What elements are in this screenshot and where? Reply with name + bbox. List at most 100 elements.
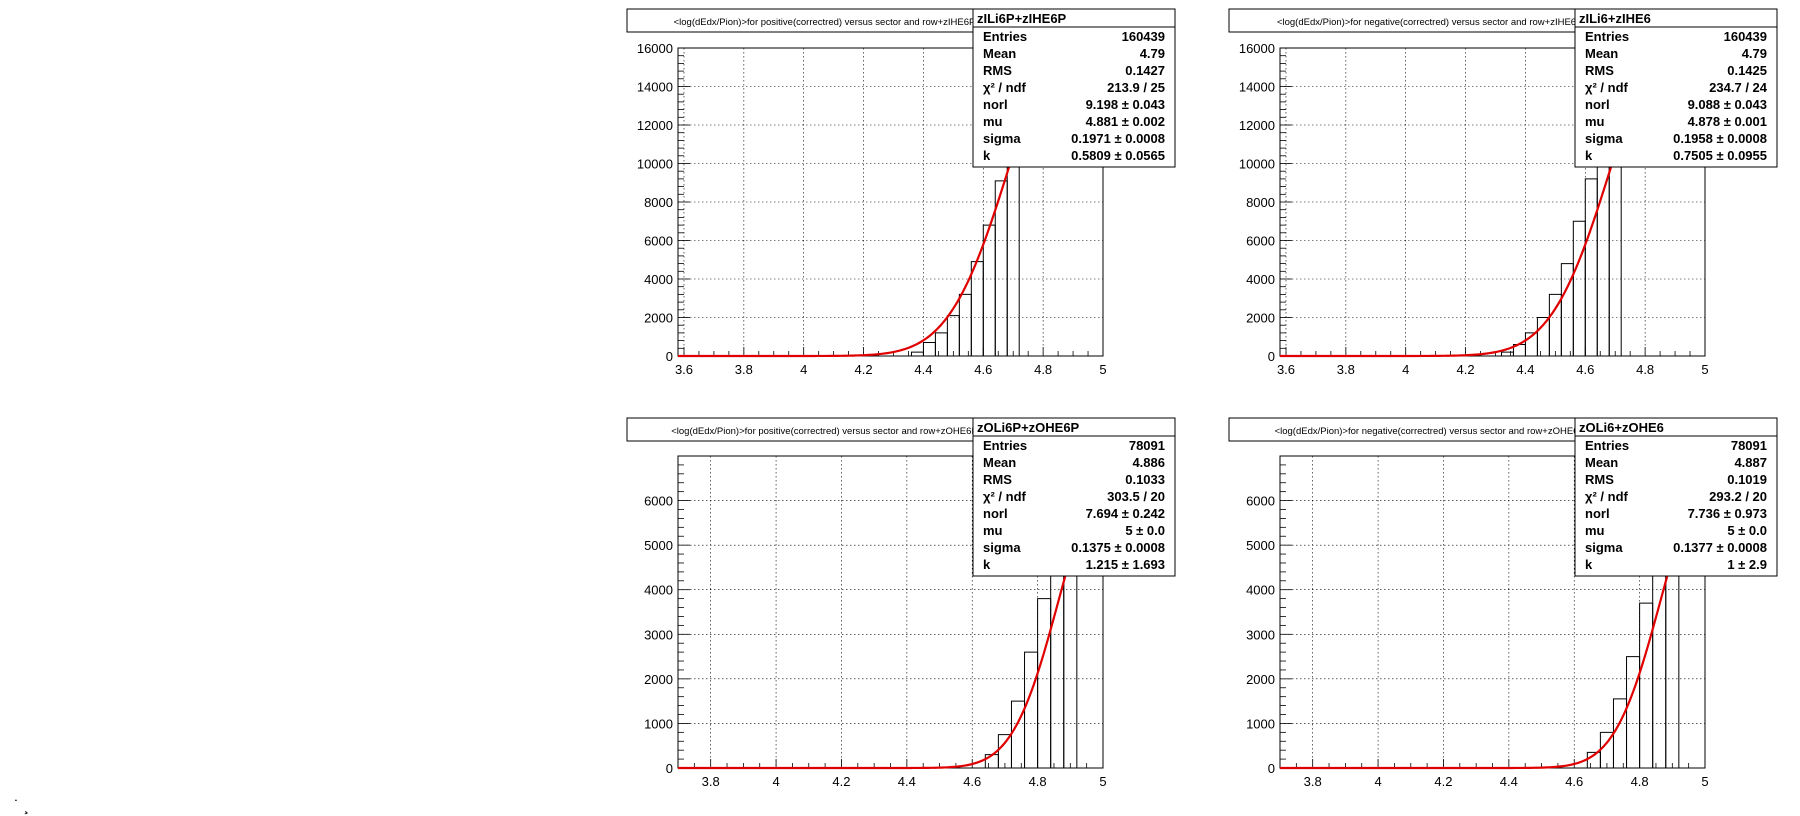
y-tick-label: 3000 [1246, 627, 1275, 642]
y-tick-label: 1000 [644, 716, 673, 731]
y-tick-label: 2000 [1246, 311, 1275, 326]
histogram-panel-3: 3.8 4 4.2 4.4 4.6 4.8 5 0 1000 2000 3000 4000 5000 60… [626, 417, 1176, 789]
y-tick-label: 0 [1268, 761, 1275, 776]
stats-value: 213.9 / 25 [1107, 80, 1165, 95]
x-tick-label: 5 [1099, 362, 1106, 377]
stats-value: 160439 [1122, 29, 1165, 44]
y-tick-label: 2000 [644, 311, 673, 326]
stats-value: 160439 [1724, 29, 1767, 44]
y-tick-label: 6000 [1246, 234, 1275, 249]
stats-box [972, 8, 1176, 168]
x-tick-label: 4.8 [1636, 362, 1654, 377]
histogram-bin [958, 293, 972, 356]
y-tick-label: 0 [666, 761, 673, 776]
stats-box [1574, 417, 1778, 577]
stats-value: 0.1958 ± 0.0008 [1673, 131, 1767, 146]
x-tick-label: 4.6 [1565, 774, 1583, 789]
x-tick-label: 4.8 [1631, 774, 1649, 789]
stray-mark: ˙ ¸ [14, 798, 30, 815]
stats-label: Entries [983, 438, 1027, 453]
stats-label: χ² / ndf [1585, 489, 1629, 504]
stats-value: 0.1019 [1727, 472, 1767, 487]
chart-title: <log(dEdx/Pion)>for positive(correctred)… [674, 17, 976, 28]
stats-value: 234.7 / 24 [1709, 80, 1768, 95]
x-tick-label: 3.8 [735, 362, 753, 377]
stats-label: k [1585, 148, 1593, 163]
stats-value: 4.79 [1742, 46, 1767, 61]
histogram-bin [934, 332, 948, 356]
stats-value: 4.886 [1132, 455, 1165, 470]
stats-value: 0.1377 ± 0.0008 [1673, 540, 1767, 555]
fit-curve [678, 134, 1021, 358]
x-tick-label: 4 [800, 362, 807, 377]
histogram-bin [1006, 153, 1020, 356]
x-tick-label: 4.8 [1029, 774, 1047, 789]
stats-value: 5 ± 0.0 [1727, 523, 1767, 538]
histogram-bin [910, 351, 924, 356]
x-tick-label: 4.4 [1516, 362, 1534, 377]
y-tick-label: 16000 [1239, 41, 1275, 56]
histogram-bin [1612, 698, 1628, 768]
stats-label: χ² / ndf [1585, 80, 1629, 95]
histogram-bin [1584, 178, 1598, 356]
y-tick-label: 5000 [1246, 538, 1275, 553]
histogram-bin [982, 224, 996, 356]
x-tick-label: 3.8 [1337, 362, 1355, 377]
y-tick-label: 4000 [1246, 272, 1275, 287]
chart-title: <log(dEdx/Pion)>for positive(correctred)… [671, 426, 978, 437]
stats-value: 293.2 / 20 [1709, 489, 1767, 504]
stats-label: RMS [1585, 63, 1614, 78]
x-tick-label: 4.2 [832, 774, 850, 789]
stats-label: Entries [1585, 29, 1629, 44]
chart-title: <log(dEdx/Pion)>for negative(correctred)… [1275, 426, 1579, 437]
stats-label: Entries [983, 29, 1027, 44]
histogram-panel-2: 3.6 3.8 4 4.2 4.4 4.6 4.8 5 0 2000 4000 6000 8000 100… [1228, 8, 1778, 377]
stats-label: RMS [1585, 472, 1614, 487]
histogram-bin [1024, 651, 1039, 768]
chart-title: <log(dEdx/Pion)>for negative(correctred)… [1277, 17, 1576, 28]
histogram-bin [984, 754, 999, 768]
histogram-name: zOLi6+zOHE6 [1579, 420, 1664, 435]
x-tick-label: 3.6 [1277, 362, 1295, 377]
stats-value: 0.1425 [1727, 63, 1767, 78]
x-tick-label: 4.6 [963, 774, 981, 789]
x-tick-label: 3.6 [675, 362, 693, 377]
stats-value: 0.1427 [1125, 63, 1165, 78]
stats-label: sigma [983, 131, 1021, 146]
y-tick-label: 2000 [644, 672, 673, 687]
stats-value: 1.215 ± 1.693 [1086, 557, 1165, 572]
y-tick-label: 1000 [1246, 716, 1275, 731]
stats-value: 0.5809 ± 0.0565 [1071, 148, 1165, 163]
stats-label: χ² / ndf [983, 489, 1027, 504]
y-tick-label: 8000 [1246, 195, 1275, 210]
x-tick-label: 4 [1374, 774, 1381, 789]
stats-value: 7.736 ± 0.973 [1688, 506, 1767, 521]
stats-box [972, 417, 1176, 577]
histogram-name: zOLi6P+zOHE6P [977, 420, 1080, 435]
x-tick-label: 4.6 [974, 362, 992, 377]
stats-label: norl [1585, 506, 1610, 521]
stats-value: 1 ± 2.9 [1727, 557, 1767, 572]
fit-curve [1280, 135, 1623, 358]
y-tick-label: 4000 [644, 583, 673, 598]
histogram-bin [1626, 656, 1641, 768]
y-tick-label: 14000 [1239, 80, 1275, 95]
stats-value: 4.878 ± 0.001 [1688, 114, 1767, 129]
histogram-bin [970, 261, 984, 356]
histogram-bin [1639, 602, 1654, 768]
stats-value: 5 ± 0.0 [1125, 523, 1165, 538]
stats-label: Mean [1585, 455, 1618, 470]
stats-label: Mean [1585, 46, 1618, 61]
stats-label: Entries [1585, 438, 1629, 453]
stats-label: RMS [983, 63, 1012, 78]
y-tick-label: 3000 [644, 627, 673, 642]
stats-value: 0.1375 ± 0.0008 [1071, 540, 1165, 555]
histogram-panel-1: 3.6 3.8 4 4.2 4.4 4.6 4.8 5 0 2000 4000 6000 8000 100… [626, 8, 1176, 377]
x-tick-label: 4.4 [914, 362, 932, 377]
y-tick-label: 4000 [1246, 583, 1275, 598]
stats-label: norl [983, 506, 1008, 521]
y-tick-label: 6000 [644, 234, 673, 249]
x-tick-label: 5 [1099, 774, 1106, 789]
x-tick-label: 4.2 [1434, 774, 1452, 789]
stats-value: 9.088 ± 0.043 [1688, 97, 1767, 112]
